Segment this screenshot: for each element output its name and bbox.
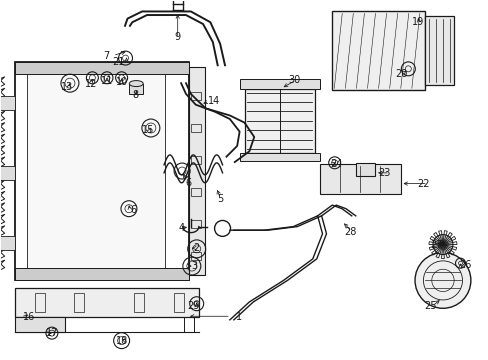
Bar <box>424 17 453 85</box>
Bar <box>184 318 194 332</box>
Text: 13: 13 <box>61 82 73 92</box>
Bar <box>15 318 64 332</box>
Bar <box>0 96 15 110</box>
Text: 30: 30 <box>288 75 300 85</box>
Circle shape <box>432 235 452 255</box>
Text: 17: 17 <box>45 328 58 338</box>
Text: 8: 8 <box>132 90 138 100</box>
Text: 29: 29 <box>187 301 199 311</box>
Text: 4: 4 <box>178 224 184 233</box>
Bar <box>0 236 15 250</box>
Bar <box>239 78 320 89</box>
Text: 6: 6 <box>184 178 191 188</box>
Text: 23: 23 <box>378 168 390 178</box>
Bar <box>191 252 201 260</box>
Bar <box>355 163 374 176</box>
Text: 10: 10 <box>115 77 127 87</box>
Text: 1: 1 <box>235 312 242 322</box>
Bar <box>436 244 448 252</box>
Text: 3: 3 <box>190 261 197 271</box>
Bar <box>26 71 165 272</box>
Text: 26: 26 <box>458 260 470 270</box>
Text: 11: 11 <box>101 76 113 86</box>
Text: 28: 28 <box>344 227 356 237</box>
Text: 19: 19 <box>411 17 424 27</box>
Text: 27: 27 <box>429 240 442 250</box>
Text: 5: 5 <box>217 194 224 204</box>
Text: 15: 15 <box>142 125 154 135</box>
Text: 12: 12 <box>84 79 97 89</box>
Circle shape <box>414 252 470 308</box>
Bar <box>191 220 201 228</box>
Bar <box>189 67 204 275</box>
Text: 16: 16 <box>23 312 35 322</box>
Bar <box>191 92 201 100</box>
Bar <box>15 62 189 75</box>
Bar <box>129 84 143 94</box>
Bar <box>191 124 201 132</box>
Bar <box>174 293 184 312</box>
Bar <box>191 156 201 164</box>
Text: 24: 24 <box>329 159 342 169</box>
Text: 25: 25 <box>424 301 436 311</box>
Bar <box>244 89 315 153</box>
Bar <box>331 12 424 90</box>
Bar <box>15 288 199 318</box>
Bar <box>320 164 400 194</box>
Text: 22: 22 <box>416 179 429 189</box>
Bar <box>191 188 201 196</box>
Text: 20: 20 <box>394 69 407 79</box>
Text: 7: 7 <box>102 50 109 60</box>
Bar <box>74 293 84 312</box>
Ellipse shape <box>129 81 143 86</box>
Bar <box>239 153 320 161</box>
Text: 9: 9 <box>174 32 181 42</box>
Text: 2: 2 <box>193 243 199 253</box>
Bar <box>0 166 15 180</box>
Text: 21: 21 <box>112 57 124 67</box>
Bar <box>15 268 189 280</box>
Text: 14: 14 <box>207 96 220 106</box>
Bar <box>20 318 30 332</box>
Bar <box>35 293 44 312</box>
Text: 18: 18 <box>116 336 128 346</box>
Bar <box>15 62 189 280</box>
Bar <box>134 293 144 312</box>
Text: 6: 6 <box>130 206 136 216</box>
